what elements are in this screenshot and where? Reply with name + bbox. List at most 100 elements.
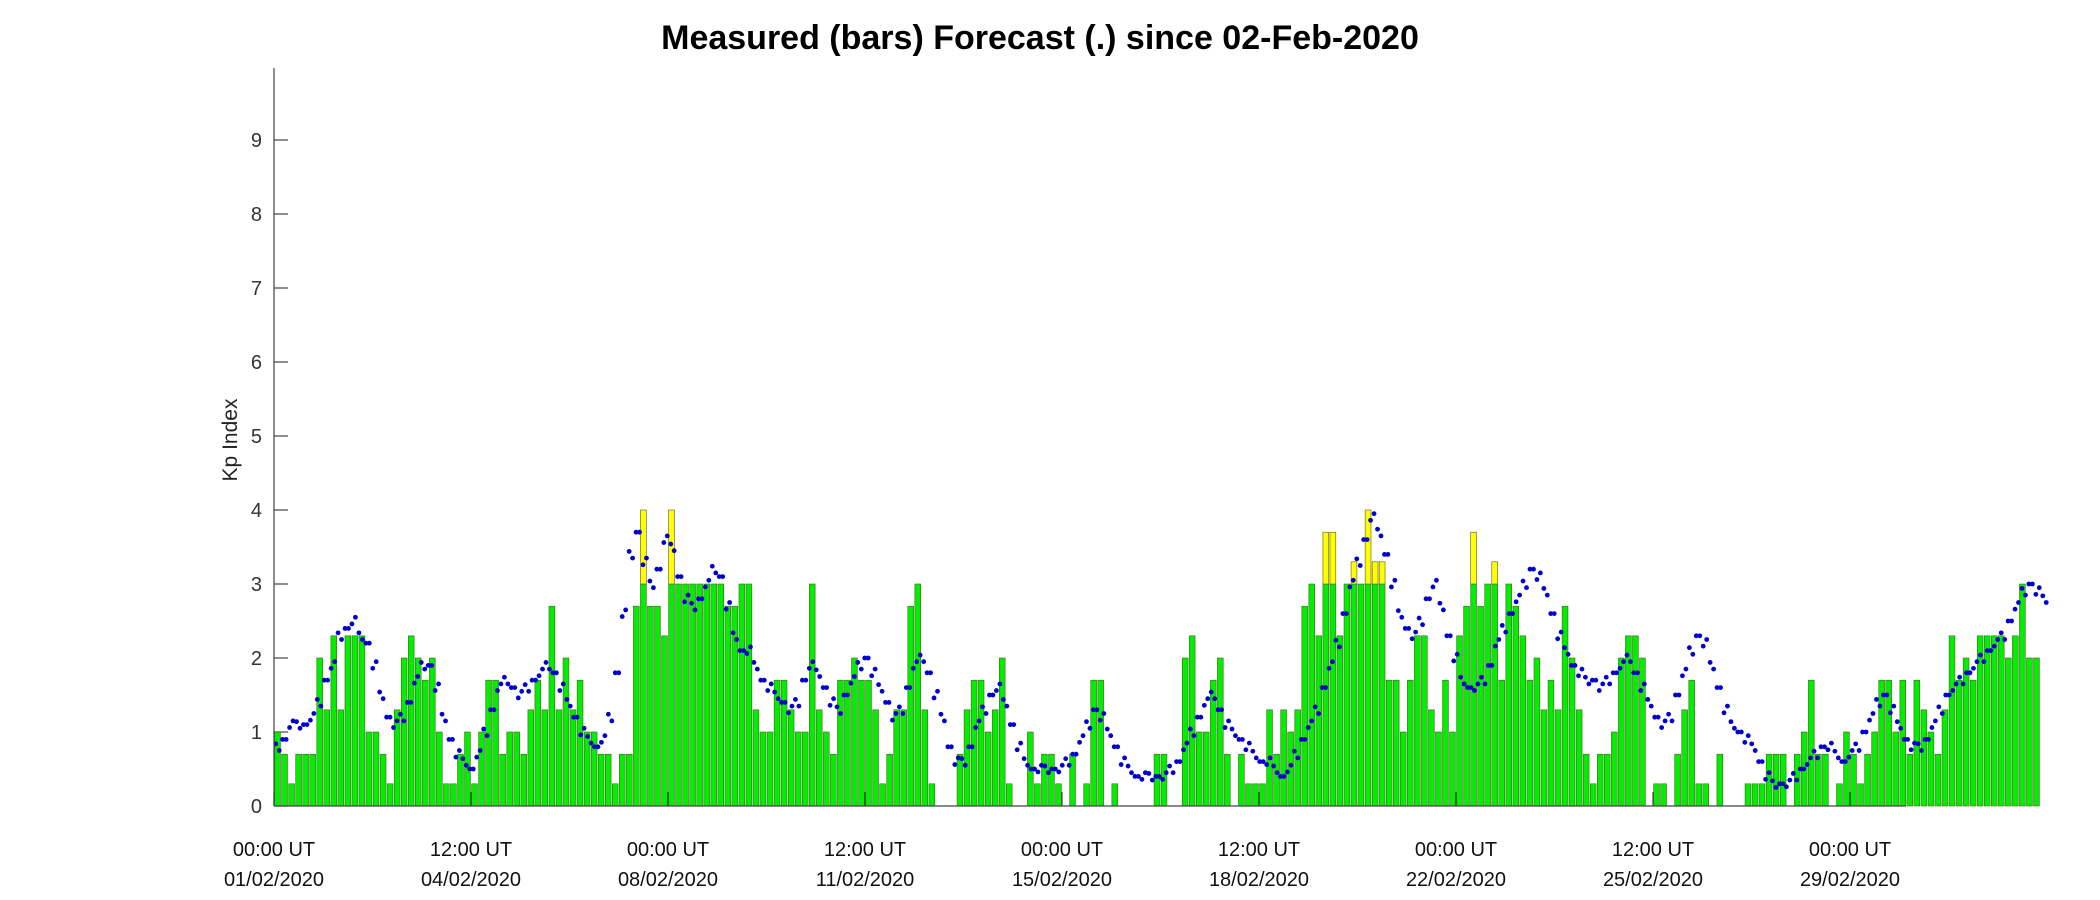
measured-bar <box>485 679 492 807</box>
forecast-point <box>1558 629 1564 635</box>
forecast-point <box>2005 618 2011 624</box>
forecast-point <box>1094 707 1100 713</box>
forecast-point <box>1167 763 1173 769</box>
measured-bar-active <box>1364 509 1372 585</box>
measured-bar <box>619 753 626 807</box>
forecast-point <box>1822 744 1827 750</box>
forecast-point <box>1354 556 1360 562</box>
measured-bar <box>1822 753 1829 807</box>
measured-bar <box>1751 783 1759 807</box>
forecast-point <box>1049 766 1055 772</box>
forecast-point <box>1524 585 1529 591</box>
measured-bar <box>1280 709 1287 807</box>
forecast-point <box>1496 637 1502 642</box>
forecast-point <box>737 648 743 653</box>
forecast-point <box>280 737 286 742</box>
forecast-point <box>519 688 525 694</box>
forecast-point <box>1278 774 1283 779</box>
forecast-point <box>1680 673 1685 679</box>
y-tick-label: 4 <box>251 500 262 522</box>
forecast-point <box>1891 703 1897 709</box>
forecast-point <box>702 584 708 590</box>
measured-bar <box>844 679 851 807</box>
forecast-point <box>2043 600 2049 605</box>
measured-bar <box>1547 679 1555 807</box>
forecast-point <box>1316 711 1322 716</box>
forecast-point <box>283 737 289 742</box>
forecast-point <box>1531 566 1536 572</box>
forecast-point <box>1104 726 1110 732</box>
y-tick-label: 6 <box>251 352 262 374</box>
forecast-point <box>1614 670 1619 676</box>
forecast-point <box>491 707 497 713</box>
forecast-point <box>1898 725 1904 731</box>
forecast-point <box>1721 710 1727 716</box>
forecast-point <box>1998 630 2004 636</box>
measured-bar <box>1090 679 1097 807</box>
forecast-point <box>1465 685 1471 690</box>
measured-bar <box>809 583 816 807</box>
forecast-point <box>1811 748 1817 754</box>
measured-bar <box>1083 783 1090 807</box>
forecast-point <box>311 711 317 716</box>
forecast-point <box>314 697 320 702</box>
forecast-point <box>1801 766 1807 772</box>
forecast-point <box>1035 769 1041 775</box>
measured-bar <box>865 679 872 807</box>
forecast-point <box>1378 533 1384 539</box>
forecast-point <box>782 700 788 705</box>
measured-bar <box>731 605 739 807</box>
forecast-point <box>1454 651 1460 657</box>
measured-bar <box>1484 583 1491 807</box>
measured-bar <box>1048 753 1055 807</box>
forecast-point <box>1416 615 1422 621</box>
forecast-point <box>664 533 670 539</box>
forecast-point <box>1385 552 1391 557</box>
forecast-point <box>1610 670 1616 676</box>
forecast-point <box>581 725 587 731</box>
forecast-point <box>1967 670 1973 676</box>
forecast-point <box>962 762 968 768</box>
forecast-point <box>806 665 812 671</box>
measured-bar <box>1336 635 1344 807</box>
forecast-point <box>1704 637 1710 642</box>
forecast-point <box>370 665 376 671</box>
forecast-point <box>1607 681 1613 687</box>
forecast-point <box>1749 741 1755 747</box>
forecast-point <box>1853 741 1859 747</box>
forecast-point <box>1267 755 1273 761</box>
forecast-point <box>377 689 383 695</box>
forecast-point <box>1264 762 1270 767</box>
forecast-point <box>1506 611 1512 616</box>
forecast-point <box>2009 618 2014 624</box>
measured-bar <box>1983 635 1991 807</box>
measured-bar <box>738 583 746 807</box>
measured-bar <box>309 753 316 807</box>
measured-bar <box>752 709 760 807</box>
measured-bar <box>1582 753 1590 807</box>
measured-bar <box>1463 605 1470 807</box>
measured-bar <box>344 635 352 807</box>
measured-bar <box>851 657 858 807</box>
forecast-point <box>938 711 944 717</box>
forecast-point <box>463 762 469 768</box>
forecast-point <box>1659 725 1665 730</box>
forecast-point <box>1666 711 1671 717</box>
measured-bar <box>2026 657 2033 807</box>
forecast-point <box>1510 611 1516 616</box>
measured-bar <box>415 657 422 807</box>
forecast-point <box>768 681 774 687</box>
measured-bar <box>1308 583 1315 807</box>
measured-bar <box>1428 709 1435 807</box>
forecast-point <box>1829 740 1834 746</box>
forecast-point <box>623 607 629 613</box>
forecast-point <box>872 666 878 672</box>
x-tick-time: 12:00 UT <box>1218 839 1300 861</box>
forecast-point <box>1894 719 1900 725</box>
measured-bar <box>365 731 373 807</box>
forecast-point <box>567 703 573 709</box>
forecast-point <box>592 744 597 750</box>
forecast-point <box>1222 725 1228 730</box>
measured-bar <box>393 709 401 807</box>
measured-bar <box>1920 709 1928 807</box>
